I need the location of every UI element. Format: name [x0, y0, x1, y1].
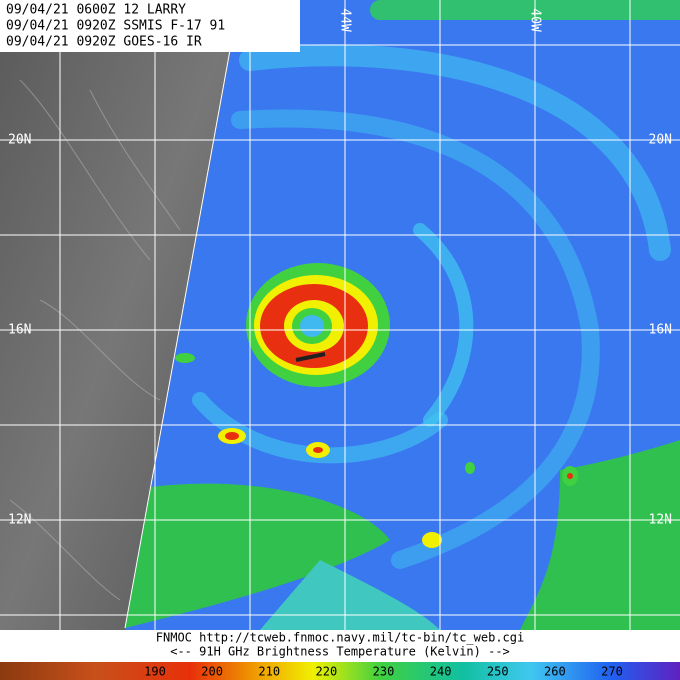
grid: 44W 40W 20N 20N 16N 16N 12N 12N [0, 0, 680, 630]
header-line: 09/04/21 0920Z SSMIS F-17 91 [6, 19, 225, 34]
header-line: 09/04/21 0600Z 12 LARRY [6, 3, 186, 18]
green-area [520, 440, 680, 630]
lat-label: 12N [649, 513, 672, 528]
ir-clouds [9, 79, 181, 601]
cyan-area [260, 560, 440, 630]
colorbar-label: 250 [487, 665, 509, 679]
lon-label: 44W [338, 8, 353, 32]
swath-edge [124, 49, 231, 629]
colorbar-label: 200 [201, 665, 223, 679]
lat-label: 20N [8, 133, 31, 148]
footer-caption: <-- 91H GHz Brightness Temperature (Kelv… [170, 645, 510, 659]
lon-label: 40W [528, 8, 543, 32]
colorbar-label: 260 [544, 665, 566, 679]
header-line: 09/04/21 0920Z GOES-16 IR [6, 35, 202, 50]
lat-label: 12N [8, 513, 31, 528]
lat-label: 20N [649, 133, 672, 148]
colorbar [0, 662, 680, 680]
footer-source: FNMOC http://tcweb.fnmoc.navy.mil/tc-bin… [156, 631, 524, 645]
lat-label: 16N [8, 323, 31, 338]
lat-label: 16N [649, 323, 672, 338]
colorbar-label: 230 [373, 665, 395, 679]
hurricane [246, 263, 390, 387]
colorbar-labels: 190 200 210 220 230 240 250 260 270 [144, 665, 623, 679]
header-box [0, 0, 300, 52]
colorbar-label: 270 [601, 665, 623, 679]
colorbar-label: 190 [144, 665, 166, 679]
colorbar-label: 220 [316, 665, 338, 679]
colorbar-label: 240 [430, 665, 452, 679]
colorbar-label: 210 [258, 665, 280, 679]
convective-cells [175, 353, 578, 548]
